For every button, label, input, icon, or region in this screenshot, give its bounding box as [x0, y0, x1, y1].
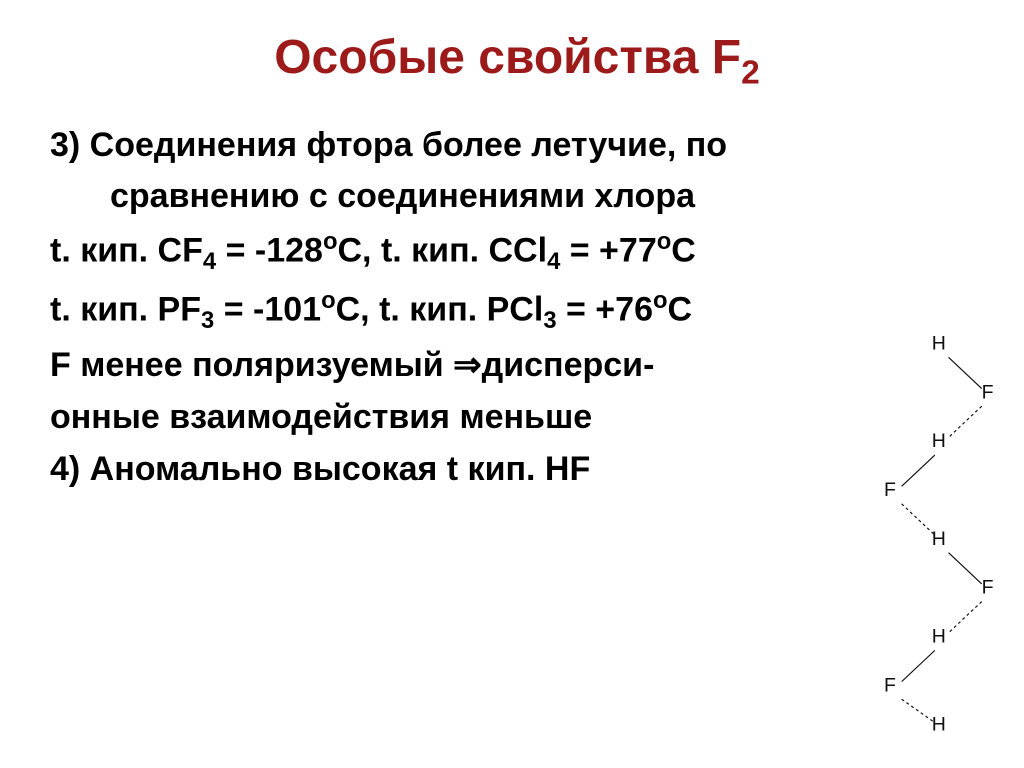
atom-label-f: F: [982, 577, 994, 599]
bp-ccl4-sub: 4: [547, 249, 560, 276]
bp-cf4-ccl4: t. кип. CF4 = -128оC, t. кип. CCl4 = +77…: [50, 226, 984, 278]
point-3-line1: 3) Соединения фтора более летучие, по: [50, 123, 984, 169]
bp-cf4-label: t. кип. CF: [50, 232, 203, 270]
atom-label-h: H: [932, 626, 946, 648]
polar-text-1b: дисперси-: [482, 346, 655, 384]
deg-2: о: [657, 228, 672, 255]
implies-arrow-icon: ⇒: [453, 346, 482, 384]
bp-pcl3-label: C, t. кип. PCl: [336, 290, 544, 328]
bp-pcl3-unit: C: [668, 290, 693, 328]
polarizability-line1: F менее поляризуемый ⇒дисперси-: [50, 343, 984, 389]
deg-1: о: [323, 228, 338, 255]
bp-pf3-pcl3: t. кип. PF3 = -101оC, t. кип. PCl3 = +76…: [50, 285, 984, 337]
polar-text-1: F менее поляризуемый: [50, 346, 453, 384]
bp-cf4-sub: 4: [203, 249, 216, 276]
slide: Особые свойства F2 3) Соединения фтора б…: [0, 0, 1024, 768]
bp-pf3-label: t. кип. PF: [50, 290, 201, 328]
covalent-bond-line: [902, 650, 935, 681]
atom-label-h: H: [932, 333, 946, 355]
polarizability-line2: онные взаимодействия меньше: [50, 395, 984, 441]
point-3-line2: сравнению с соединениями хлора: [50, 174, 984, 220]
bp-ccl4-val: = +77: [560, 232, 656, 270]
covalent-bond-line: [902, 455, 935, 486]
bp-pf3-val: = -101: [214, 290, 321, 328]
title-text: Особые свойства F: [274, 31, 741, 84]
title-sub: 2: [741, 55, 760, 92]
atom-label-f: F: [884, 479, 896, 501]
deg-3: о: [321, 287, 336, 314]
h-bond-line: [902, 504, 935, 535]
bp-pcl3-sub: 3: [543, 307, 556, 334]
atom-label-f: F: [884, 674, 896, 696]
h-bond-line: [949, 602, 982, 633]
h-bond-line: [902, 699, 935, 722]
hf-chain-diagram: H F H F H F H F H: [849, 330, 1009, 750]
h-bond-line: [949, 406, 982, 437]
slide-title: Особые свойства F2: [50, 30, 984, 93]
bp-ccl4-label: C, t. кип. CCl: [338, 232, 548, 270]
deg-4: о: [653, 287, 668, 314]
bp-pcl3-val: = +76: [557, 290, 653, 328]
bp-pf3-sub: 3: [201, 307, 214, 334]
bp-cf4-val: = -128: [216, 232, 323, 270]
atom-label-h: H: [932, 430, 946, 452]
point-4: 4) Аномально высокая t кип. HF: [50, 447, 984, 493]
atom-label-h: H: [932, 528, 946, 550]
atom-label-h: H: [932, 713, 946, 735]
covalent-bond-line: [949, 553, 982, 584]
atom-label-f: F: [982, 381, 994, 403]
covalent-bond-line: [949, 357, 982, 388]
bp-ccl4-unit: C: [671, 232, 696, 270]
